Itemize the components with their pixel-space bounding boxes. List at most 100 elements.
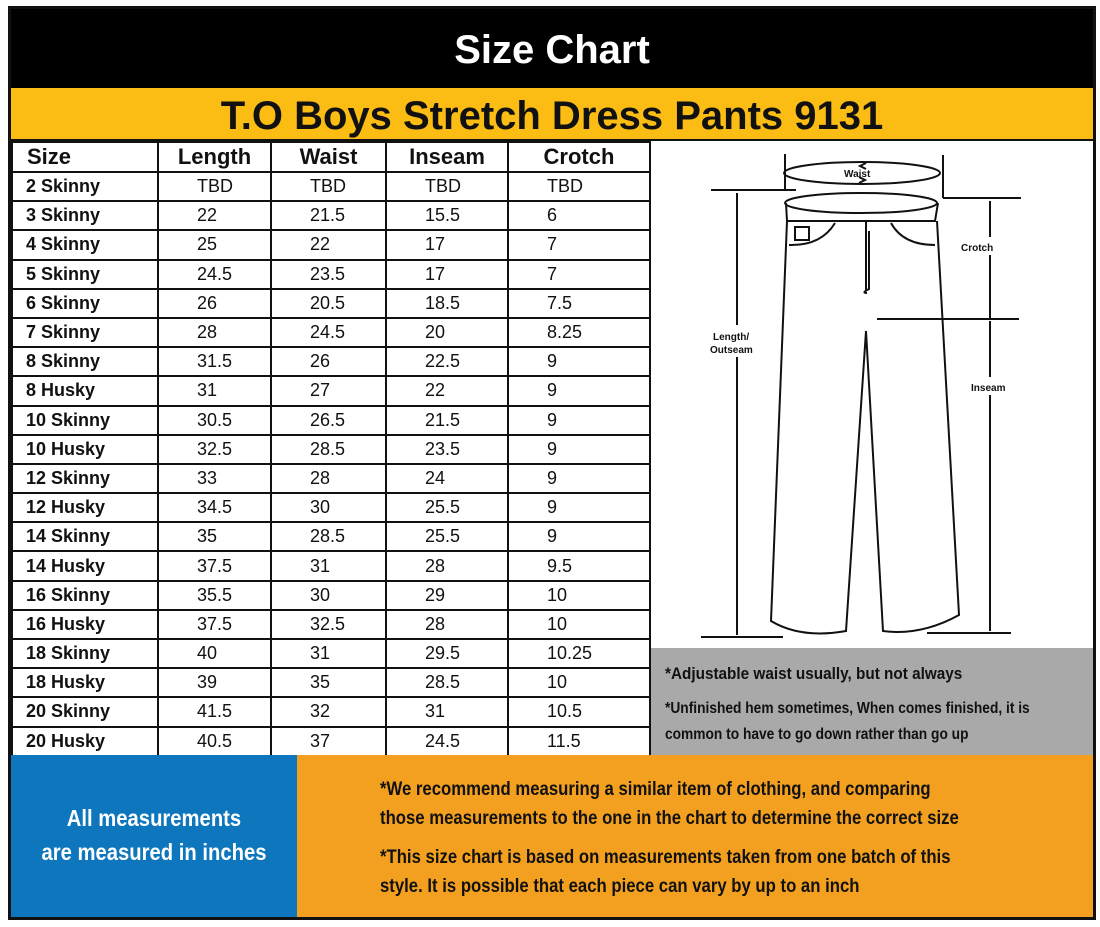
cell-inseam: 22.5 bbox=[385, 346, 509, 378]
table-row: 16 Husky 37.5 32.5 28 10 bbox=[11, 608, 651, 641]
cell-waist: 30 bbox=[270, 579, 387, 611]
cell-length: 31 bbox=[157, 375, 272, 407]
cell-inseam: 28.5 bbox=[385, 667, 509, 699]
cell-waist: 32 bbox=[270, 696, 387, 728]
table-row: 18 Husky 39 35 28.5 10 bbox=[11, 667, 651, 699]
cell-waist: 23.5 bbox=[270, 258, 387, 290]
cell-crotch: 9 bbox=[507, 375, 651, 407]
table-row: 10 Skinny 30.5 26.5 21.5 9 bbox=[11, 404, 651, 436]
cell-crotch: 10.5 bbox=[507, 696, 651, 728]
cell-crotch: 9 bbox=[507, 433, 651, 465]
cell-size: 14 Husky bbox=[11, 550, 159, 582]
cell-inseam: 31 bbox=[385, 696, 509, 728]
cell-length: 40 bbox=[157, 637, 272, 670]
size-table: Size Length Waist Inseam Crotch 2 Skinny TBD T… bbox=[11, 141, 651, 757]
cell-inseam: 24 bbox=[385, 462, 509, 495]
cell-crotch: 10 bbox=[507, 579, 651, 611]
table-row: 8 Skinny 31.5 26 22.5 9 bbox=[11, 346, 651, 378]
cell-waist: 28.5 bbox=[270, 521, 387, 553]
cell-size: 12 Skinny bbox=[11, 462, 159, 495]
table-row: 14 Husky 37.5 31 28 9.5 bbox=[11, 550, 651, 582]
inseam-label: Inseam bbox=[971, 383, 1006, 394]
cell-waist: 32.5 bbox=[270, 608, 387, 641]
column-header: Length bbox=[157, 141, 272, 173]
cell-size: 16 Husky bbox=[11, 608, 159, 641]
length-label: Length/ bbox=[713, 332, 749, 343]
note-waist: *Adjustable waist usually, but not alway… bbox=[665, 664, 963, 683]
cell-crotch: 8.25 bbox=[507, 316, 651, 349]
cell-crotch: 9 bbox=[507, 346, 651, 378]
cell-size: 6 Skinny bbox=[11, 287, 159, 319]
cell-length: 35.5 bbox=[157, 579, 272, 611]
cell-waist: 26.5 bbox=[270, 404, 387, 436]
cell-size: 8 Skinny bbox=[11, 346, 159, 378]
cell-length: 41.5 bbox=[157, 696, 272, 728]
table-row: 7 Skinny 28 24.5 20 8.25 bbox=[11, 316, 651, 349]
cell-size: 10 Skinny bbox=[11, 404, 159, 436]
table-row: 5 Skinny 24.5 23.5 17 7 bbox=[11, 258, 651, 290]
cell-crotch: 9 bbox=[507, 521, 651, 553]
cell-crotch: 9 bbox=[507, 492, 651, 524]
table-row: 20 Husky 40.5 37 24.5 11.5 bbox=[11, 725, 651, 757]
size-chart: Size Chart T.O Boys Stretch Dress Pants … bbox=[8, 6, 1096, 920]
cell-crotch: 10 bbox=[507, 667, 651, 699]
cell-waist: TBD bbox=[270, 170, 387, 203]
cell-size: 18 Husky bbox=[11, 667, 159, 699]
cell-size: 3 Skinny bbox=[11, 200, 159, 232]
cell-inseam: 21.5 bbox=[385, 404, 509, 436]
cell-inseam: 20 bbox=[385, 316, 509, 349]
column-header: Size bbox=[11, 141, 159, 173]
cell-inseam: 28 bbox=[385, 608, 509, 641]
advice-line-2: those measurements to the one in the cha… bbox=[380, 808, 959, 829]
cell-crotch: TBD bbox=[507, 170, 651, 203]
pants-diagram: Waist Crotch Length/ Outseam Inseam bbox=[651, 141, 1093, 648]
cell-inseam: 17 bbox=[385, 229, 509, 261]
cell-inseam: 22 bbox=[385, 375, 509, 407]
table-row: 20 Skinny 41.5 32 31 10.5 bbox=[11, 696, 651, 728]
cell-size: 2 Skinny bbox=[11, 170, 159, 203]
cell-waist: 28 bbox=[270, 462, 387, 495]
units-line-2: are measured in inches bbox=[41, 839, 267, 865]
advice-line-3: *This size chart is based on measurement… bbox=[380, 847, 951, 868]
advice-line-1: *We recommend measuring a similar item o… bbox=[380, 779, 931, 800]
cell-length: 39 bbox=[157, 667, 272, 699]
cell-inseam: 25.5 bbox=[385, 492, 509, 524]
cell-inseam: 15.5 bbox=[385, 200, 509, 232]
cell-waist: 37 bbox=[270, 725, 387, 757]
cell-inseam: TBD bbox=[385, 170, 509, 203]
column-header: Waist bbox=[270, 141, 387, 173]
cell-inseam: 24.5 bbox=[385, 725, 509, 757]
chart-title: Size Chart bbox=[11, 9, 1093, 88]
cell-length: 33 bbox=[157, 462, 272, 495]
table-row: 10 Husky 32.5 28.5 23.5 9 bbox=[11, 433, 651, 465]
cell-waist: 22 bbox=[270, 229, 387, 261]
cell-length: 31.5 bbox=[157, 346, 272, 378]
cell-length: 22 bbox=[157, 200, 272, 232]
outseam-label: Outseam bbox=[710, 345, 753, 356]
cell-size: 12 Husky bbox=[11, 492, 159, 524]
cell-length: 40.5 bbox=[157, 725, 272, 757]
cell-waist: 31 bbox=[270, 637, 387, 670]
cell-inseam: 17 bbox=[385, 258, 509, 290]
cell-crotch: 10.25 bbox=[507, 637, 651, 670]
note-hem: *Unfinished hem sometimes, When comes fi… bbox=[665, 700, 1030, 717]
units-box: All measurements are measured in inches bbox=[11, 755, 297, 917]
cell-inseam: 29.5 bbox=[385, 637, 509, 670]
table-row: 8 Husky 31 27 22 9 bbox=[11, 375, 651, 407]
cell-length: 37.5 bbox=[157, 608, 272, 641]
cell-crotch: 7 bbox=[507, 229, 651, 261]
cell-crotch: 9 bbox=[507, 462, 651, 495]
cell-waist: 21.5 bbox=[270, 200, 387, 232]
cell-waist: 26 bbox=[270, 346, 387, 378]
cell-size: 20 Husky bbox=[11, 725, 159, 757]
cell-length: 32.5 bbox=[157, 433, 272, 465]
cell-waist: 35 bbox=[270, 667, 387, 699]
cell-waist: 28.5 bbox=[270, 433, 387, 465]
cell-waist: 27 bbox=[270, 375, 387, 407]
table-row: 4 Skinny 25 22 17 7 bbox=[11, 229, 651, 261]
cell-crotch: 9.5 bbox=[507, 550, 651, 582]
cell-size: 5 Skinny bbox=[11, 258, 159, 290]
cell-crotch: 11.5 bbox=[507, 725, 651, 757]
waist-label: Waist bbox=[844, 169, 871, 180]
cell-inseam: 28 bbox=[385, 550, 509, 582]
